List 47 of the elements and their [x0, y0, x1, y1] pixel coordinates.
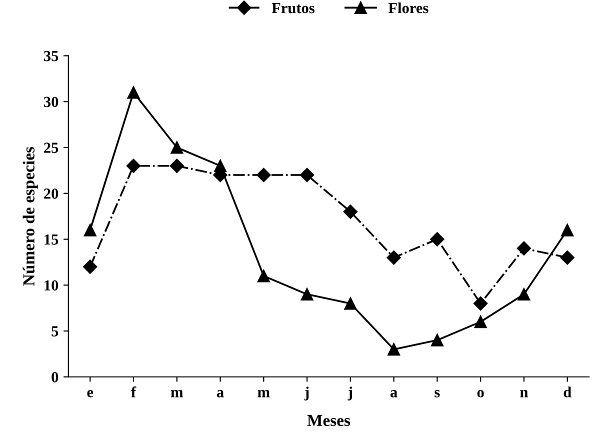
point	[127, 86, 140, 99]
point	[300, 168, 314, 182]
point	[560, 250, 574, 265]
x-tick-label: e	[87, 390, 94, 398]
x-tick-label: s	[434, 390, 440, 398]
x-tick-label: n	[520, 390, 528, 398]
point	[84, 224, 96, 236]
x-tick-label: o	[477, 390, 484, 398]
point	[344, 297, 357, 310]
x-tick-label: d	[564, 386, 572, 398]
x-tick-label: a	[216, 390, 224, 398]
point	[257, 270, 270, 282]
point	[300, 288, 314, 301]
y-tick-label: 5	[52, 326, 58, 336]
point	[256, 168, 271, 182]
y-axis-title: Número de especies	[22, 146, 38, 286]
point	[83, 260, 98, 274]
y-tick-label: 20	[44, 188, 58, 199]
x-tick-label: f	[131, 386, 136, 398]
point	[126, 158, 141, 173]
point	[388, 343, 400, 356]
x-axis-title: Meses	[307, 414, 350, 426]
point	[561, 224, 574, 236]
x-tick-label: a	[390, 390, 398, 398]
point	[474, 316, 487, 328]
point	[343, 204, 358, 219]
point	[214, 160, 227, 172]
y-tick-label: 30	[44, 96, 58, 108]
point	[170, 158, 184, 173]
x-tick-label: m	[170, 390, 183, 398]
x-tick-label: j	[348, 386, 352, 400]
point	[518, 288, 530, 301]
point	[430, 232, 444, 246]
y-tick-label: 25	[44, 142, 58, 153]
y-tick-label: 0	[52, 372, 58, 382]
legend-label: Flores	[388, 2, 428, 14]
legend-label: Frutos	[272, 3, 314, 14]
point	[386, 250, 401, 265]
x-tick-label: j	[304, 386, 309, 400]
point	[430, 334, 444, 346]
point	[474, 296, 488, 311]
x-tick-label: m	[258, 390, 270, 398]
y-tick-label: 35	[44, 50, 58, 62]
y-tick-label: 15	[44, 234, 58, 245]
point	[516, 241, 532, 256]
y-tick-label: 10	[44, 280, 58, 291]
point	[170, 141, 184, 154]
